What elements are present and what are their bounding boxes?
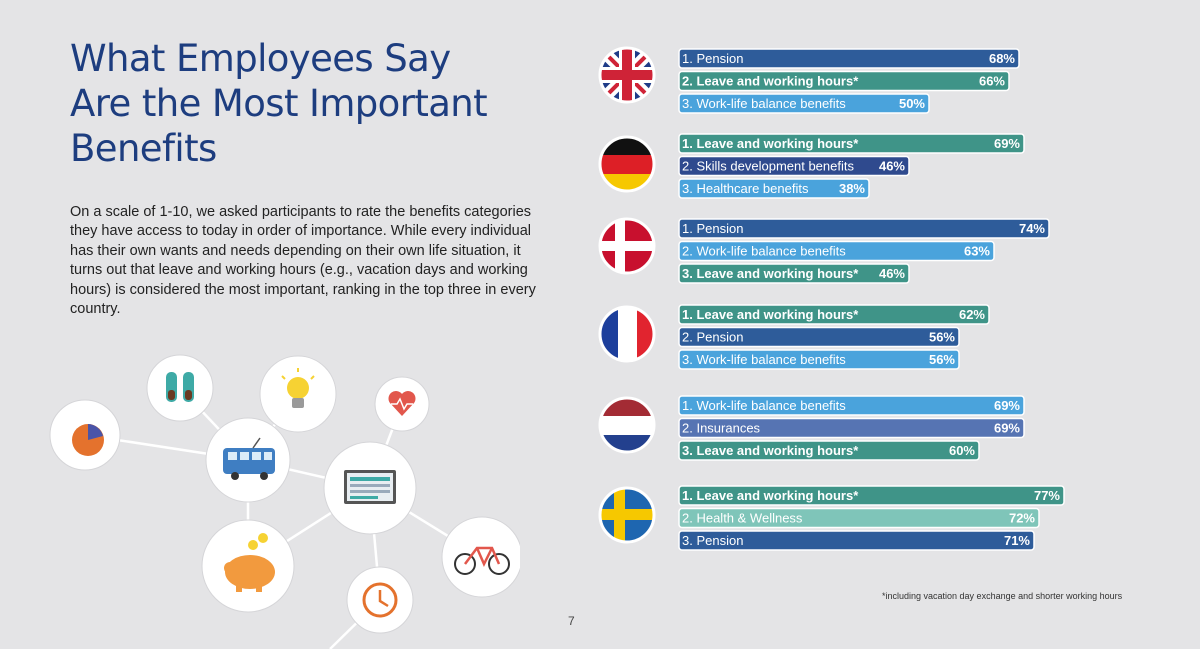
bar-value-4-0: 69% [994, 398, 1020, 413]
title-line-2: Are the Most Important [70, 82, 488, 125]
bar-value-2-2: 46% [879, 266, 905, 281]
bar-value-4-2: 60% [949, 443, 975, 458]
bar-value-2-1: 63% [964, 244, 990, 259]
bar-label-4-2: 3. Leave and working hours* [682, 443, 859, 458]
title-line-1: What Employees Say [70, 37, 451, 80]
piggy-bank-icon [224, 533, 275, 592]
bar-value-5-2: 71% [1004, 533, 1030, 548]
bar-label-4-1: 2. Insurances [682, 421, 761, 436]
bar-value-3-1: 56% [929, 330, 955, 345]
bar-value-2-0: 74% [1019, 221, 1045, 236]
bar-label-0-1: 2. Leave and working hours* [682, 74, 859, 89]
bar-value-1-2: 38% [839, 181, 865, 196]
bar-5-0 [678, 485, 1065, 506]
bar-label-0-0: 1. Pension [682, 51, 743, 66]
germany-flag-icon [598, 135, 656, 193]
bar-3-2 [678, 349, 960, 370]
lightbulb-icon [281, 368, 315, 408]
bar-label-0-2: 3. Work-life balance benefits [682, 96, 846, 111]
bar-1-2 [678, 178, 870, 199]
page-title: What Employees Say Are the Most Importan… [70, 36, 488, 171]
bar-label-3-1: 2. Pension [682, 330, 743, 345]
bar-label-1-2: 3. Healthcare benefits [682, 181, 809, 196]
bar-label-5-0: 1. Leave and working hours* [682, 488, 859, 503]
bicycle-icon [454, 546, 510, 575]
page-number: 7 [568, 614, 575, 628]
bar-0-0 [678, 48, 1020, 69]
netherlands-flag-icon [598, 396, 656, 454]
bar-label-3-2: 3. Work-life balance benefits [682, 352, 846, 367]
bar-0-1 [678, 70, 1010, 92]
bar-value-0-1: 66% [979, 74, 1005, 89]
bar-5-1 [678, 507, 1040, 529]
bar-4-0 [678, 395, 1025, 416]
bar-label-2-0: 1. Pension [682, 221, 743, 236]
bar-value-1-0: 69% [994, 136, 1020, 151]
bar-label-2-2: 3. Leave and working hours* [682, 266, 859, 281]
bar-value-0-2: 50% [899, 96, 925, 111]
footnote: *including vacation day exchange and sho… [882, 591, 1123, 601]
bar-3-0 [678, 304, 990, 325]
sneakers-icon [166, 372, 194, 402]
pie-chart-icon [72, 424, 104, 456]
bar-1-0 [678, 133, 1025, 154]
bar-value-3-0: 62% [959, 307, 985, 322]
bar-value-1-1: 46% [879, 159, 905, 174]
clock-icon [362, 582, 398, 618]
bus-icon [223, 437, 275, 480]
bar-5-2 [678, 530, 1035, 551]
intro-paragraph: On a scale of 1-10, we asked participant… [70, 204, 536, 318]
uk-flag-icon [598, 46, 656, 104]
bar-label-1-0: 1. Leave and working hours* [682, 136, 859, 151]
bar-4-1 [678, 417, 1025, 439]
screen-icon [344, 470, 396, 504]
benefits-network-illustration [49, 354, 520, 649]
sweden-flag-icon [598, 486, 656, 544]
bar-label-1-1: 2. Skills development benefits [682, 159, 854, 174]
bar-2-1 [678, 240, 995, 262]
bar-3-1 [678, 326, 960, 348]
denmark-flag-icon [598, 217, 656, 275]
bar-2-2 [678, 263, 910, 284]
bar-value-5-0: 77% [1034, 488, 1060, 503]
bar-label-4-0: 1. Work-life balance benefits [682, 398, 846, 413]
bar-value-3-2: 56% [929, 352, 955, 367]
france-flag-icon [598, 305, 656, 363]
bar-label-2-1: 2. Work-life balance benefits [682, 244, 846, 259]
bar-label-5-2: 3. Pension [682, 533, 743, 548]
bar-value-5-1: 72% [1009, 511, 1035, 526]
bar-label-3-0: 1. Leave and working hours* [682, 307, 859, 322]
title-line-3: Benefits [70, 127, 217, 170]
bar-label-5-1: 2. Health & Wellness [682, 511, 803, 526]
bar-4-2 [678, 440, 980, 461]
heart-rate-icon [388, 391, 416, 416]
bar-0-2 [678, 93, 930, 114]
bar-value-4-1: 69% [994, 421, 1020, 436]
bar-2-0 [678, 218, 1050, 239]
bar-value-0-0: 68% [989, 51, 1015, 66]
bar-1-1 [678, 155, 910, 177]
